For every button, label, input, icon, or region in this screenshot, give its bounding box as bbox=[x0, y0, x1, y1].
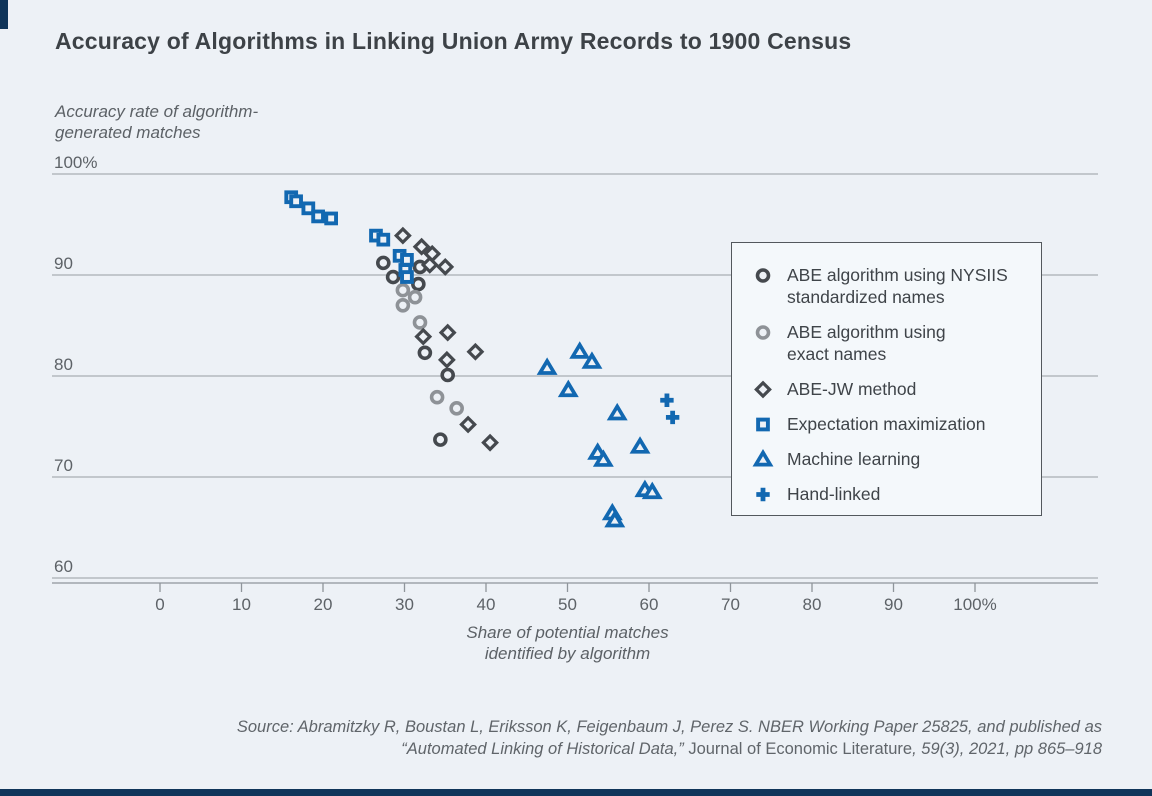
legend-label-line: ABE algorithm using NYSIIS bbox=[787, 265, 1008, 285]
svg-text:90: 90 bbox=[54, 254, 73, 273]
chart-legend: ABE algorithm using NYSIIS standardized … bbox=[731, 242, 1042, 516]
svg-text:10: 10 bbox=[232, 595, 251, 614]
y-axis-annotation-line2: generated matches bbox=[55, 123, 201, 142]
chart-title: Accuracy of Algorithms in Linking Union … bbox=[55, 28, 852, 54]
legend-label-line: exact names bbox=[787, 344, 887, 364]
navy-corner-decoration bbox=[0, 0, 8, 29]
legend-label: ABE-JW method bbox=[787, 378, 916, 400]
legend-item-expectation-maximization: Expectation maximization bbox=[752, 413, 1023, 435]
legend-label-line: standardized names bbox=[787, 287, 945, 307]
legend-item-abe-jw: ABE-JW method bbox=[752, 378, 1023, 400]
legend-label-line: Machine learning bbox=[787, 449, 921, 469]
source-citation: Source: Abramitzky R, Boustan L, Eriksso… bbox=[120, 716, 1102, 760]
source-line2-pre: “Automated Linking of Historical Data,” bbox=[401, 740, 689, 758]
legend-label: Machine learning bbox=[787, 448, 920, 470]
legend-label-line: Expectation maximization bbox=[787, 414, 986, 434]
x-axis-title: Share of potential matches identified by… bbox=[160, 622, 975, 664]
legend-item-abe-nysiis: ABE algorithm using NYSIIS standardized … bbox=[752, 264, 1023, 308]
navy-bottom-bar bbox=[0, 789, 1152, 796]
circle-dark-marker-icon bbox=[755, 268, 771, 283]
svg-text:60: 60 bbox=[54, 557, 73, 576]
y-axis-annotation-line1: Accuracy rate of algorithm- bbox=[55, 102, 259, 121]
source-line1: Source: Abramitzky R, Boustan L, Eriksso… bbox=[236, 718, 1102, 736]
legend-label: Hand-linked bbox=[787, 483, 880, 505]
source-journal-name: Journal of Economic Literature bbox=[688, 740, 913, 758]
svg-text:80: 80 bbox=[803, 595, 822, 614]
triangle-marker-icon bbox=[752, 449, 774, 467]
legend-item-abe-exact: ABE algorithm using exact names bbox=[752, 321, 1023, 365]
svg-text:90: 90 bbox=[884, 595, 903, 614]
legend-item-machine-learning: Machine learning bbox=[752, 448, 1023, 470]
diamond-marker-icon bbox=[754, 380, 772, 399]
legend-label-line: ABE-JW method bbox=[787, 379, 917, 399]
svg-text:0: 0 bbox=[155, 595, 164, 614]
legend-label-line: Hand-linked bbox=[787, 484, 881, 504]
source-line2-post: , 59(3), 2021, pp 865–918 bbox=[912, 740, 1102, 758]
svg-text:100%: 100% bbox=[54, 153, 97, 172]
svg-text:70: 70 bbox=[54, 456, 73, 475]
svg-text:100%: 100% bbox=[953, 595, 996, 614]
circle-gray-marker-icon bbox=[755, 325, 771, 340]
square-marker-icon bbox=[756, 417, 770, 432]
svg-text:70: 70 bbox=[721, 595, 740, 614]
legend-label-line: ABE algorithm using bbox=[787, 322, 946, 342]
y-axis-annotation: Accuracy rate of algorithm- generated ma… bbox=[55, 101, 258, 143]
svg-text:80: 80 bbox=[54, 355, 73, 374]
svg-text:60: 60 bbox=[640, 595, 659, 614]
svg-text:40: 40 bbox=[477, 595, 496, 614]
x-axis-title-line1: Share of potential matches bbox=[466, 623, 669, 642]
legend-label: ABE algorithm using NYSIIS standardized … bbox=[787, 264, 1008, 308]
svg-text:50: 50 bbox=[558, 595, 577, 614]
legend-label: Expectation maximization bbox=[787, 413, 985, 435]
legend-item-hand-linked: Hand-linked bbox=[752, 483, 1023, 505]
legend-label: ABE algorithm using exact names bbox=[787, 321, 946, 365]
svg-text:30: 30 bbox=[395, 595, 414, 614]
plus-marker-icon bbox=[756, 487, 770, 502]
svg-text:20: 20 bbox=[314, 595, 333, 614]
x-axis-title-line2: identified by algorithm bbox=[484, 644, 651, 663]
